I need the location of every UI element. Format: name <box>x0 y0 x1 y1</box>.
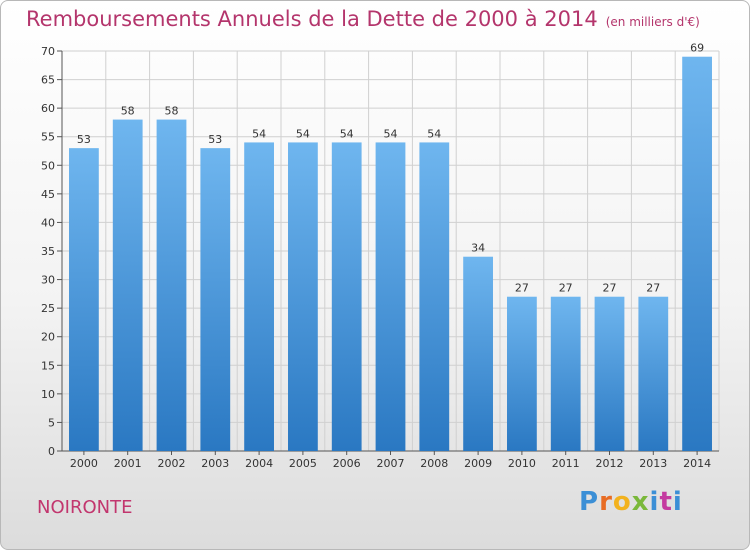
y-tick-label: 35 <box>41 245 55 258</box>
chart-title-text: Remboursements Annuels de la Dette de 20… <box>26 7 598 31</box>
x-tick-label: 2006 <box>333 457 361 470</box>
logo-letter: o <box>612 487 632 517</box>
bar <box>200 148 231 451</box>
y-tick-label: 0 <box>48 445 55 458</box>
bar <box>594 296 625 451</box>
bar-value-label: 27 <box>603 282 617 295</box>
bar <box>69 148 99 451</box>
bar-value-label: 54 <box>252 127 266 140</box>
x-tick-label: 2013 <box>639 457 667 470</box>
x-tick-label: 2005 <box>289 457 317 470</box>
bar <box>156 119 187 452</box>
y-tick-label: 10 <box>41 388 55 401</box>
y-tick-label: 55 <box>41 131 55 144</box>
bar-value-label: 58 <box>121 105 135 118</box>
logo-letter: P <box>579 487 600 517</box>
y-tick-label: 50 <box>41 159 55 172</box>
bar-value-label: 53 <box>77 133 91 146</box>
x-tick-label: 2007 <box>377 457 405 470</box>
bar-value-label: 27 <box>515 282 529 295</box>
y-tick-label: 45 <box>41 188 55 201</box>
logo-letter: r <box>599 487 613 517</box>
y-tick-label: 5 <box>48 416 55 429</box>
bar <box>463 256 493 451</box>
logo-letter: t <box>659 487 673 517</box>
bar <box>375 142 406 451</box>
proxiti-logo: Proxiti <box>579 487 683 517</box>
y-tick-label: 30 <box>41 274 55 287</box>
bar <box>244 142 274 451</box>
bar-value-label: 54 <box>340 127 354 140</box>
logo-letter: i <box>649 487 660 517</box>
x-tick-label: 2014 <box>683 457 711 470</box>
y-tick-label: 40 <box>41 216 55 229</box>
y-tick-label: 70 <box>41 45 55 58</box>
y-tick-label: 15 <box>41 359 55 372</box>
y-tick-label: 25 <box>41 302 55 315</box>
bar-value-label: 54 <box>296 127 310 140</box>
bar <box>331 142 362 451</box>
x-tick-label: 2003 <box>201 457 229 470</box>
bar <box>507 296 537 451</box>
bar <box>638 296 669 451</box>
y-tick-label: 60 <box>41 102 55 115</box>
bar-value-label: 53 <box>208 133 222 146</box>
y-tick-label: 20 <box>41 331 55 344</box>
bar-value-label: 54 <box>384 127 398 140</box>
y-tick-label: 65 <box>41 74 55 87</box>
x-tick-label: 2001 <box>114 457 142 470</box>
bar-value-label: 54 <box>427 127 441 140</box>
bar <box>550 296 581 451</box>
chart-unit-label: (en milliers d'€) <box>605 15 700 29</box>
bar <box>682 56 712 451</box>
bar <box>112 119 143 452</box>
bar-value-label: 27 <box>559 282 573 295</box>
bar-value-label: 58 <box>165 105 179 118</box>
x-tick-label: 2000 <box>70 457 98 470</box>
x-tick-label: 2002 <box>158 457 186 470</box>
logo-letter: x <box>631 487 650 517</box>
bars <box>69 56 712 452</box>
x-tick-label: 2011 <box>552 457 580 470</box>
x-tick-label: 2010 <box>508 457 536 470</box>
x-tick-label: 2009 <box>464 457 492 470</box>
x-tick-label: 2004 <box>245 457 273 470</box>
bar-value-label: 69 <box>690 42 704 55</box>
bar-value-label: 27 <box>646 282 660 295</box>
logo-letter: i <box>672 487 683 517</box>
commune-name: NOIRONTE <box>37 497 133 518</box>
x-tick-label: 2008 <box>420 457 448 470</box>
bar-value-label: 34 <box>471 242 485 255</box>
bar <box>419 142 450 451</box>
bar <box>288 142 318 451</box>
labels: 0 5 10 15 20 25 30 35 40 45 50 55 60 65 70 53 2000 58 2001… <box>41 42 711 470</box>
x-tick-label: 2012 <box>596 457 624 470</box>
chart-title: Remboursements Annuels de la Dette de 20… <box>26 7 700 31</box>
